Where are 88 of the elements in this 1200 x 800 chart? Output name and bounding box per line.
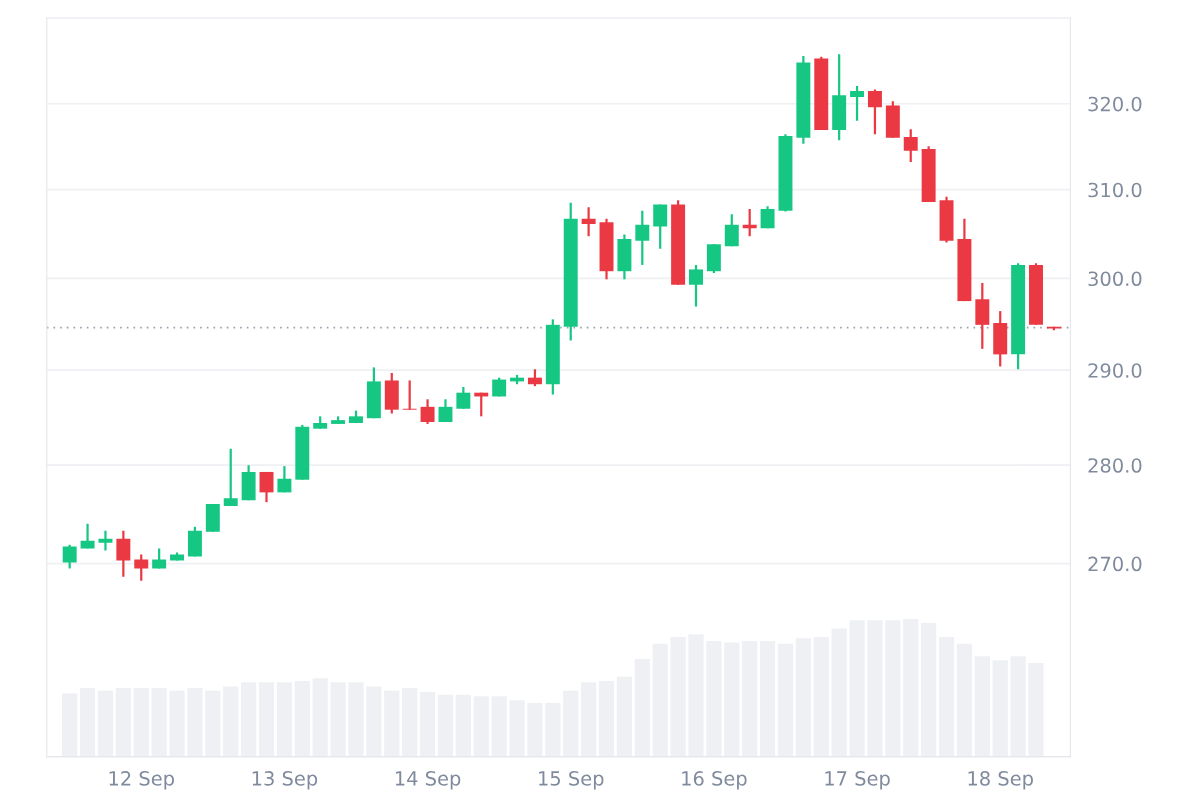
bar: [670, 636, 686, 757]
x-tick-label: 14 Sep: [395, 771, 461, 790]
candlestick: [867, 88, 882, 136]
bar: [724, 642, 740, 757]
bar: [402, 687, 418, 757]
y-tick-label: 300.0: [1088, 271, 1142, 287]
bar: [151, 687, 167, 757]
bar: [223, 686, 239, 757]
candlestick: [903, 128, 918, 163]
candlestick: [420, 398, 435, 426]
bar: [742, 641, 758, 757]
y-tick-label: 270.0: [1088, 556, 1142, 572]
bar: [992, 660, 1008, 757]
bar: [885, 620, 901, 757]
bar: [276, 682, 293, 757]
bar: [348, 682, 364, 757]
bar: [115, 687, 131, 757]
bar: [455, 694, 471, 757]
bar: [133, 687, 149, 757]
bar: [1010, 656, 1026, 757]
candlestick: [689, 263, 703, 308]
candlestick: [635, 209, 650, 267]
candlestick: [277, 465, 292, 494]
bar: [205, 690, 221, 757]
x-tick-label: 16 Sep: [682, 771, 747, 790]
bar: [688, 634, 704, 757]
bar: [97, 690, 114, 757]
bar: [974, 656, 990, 757]
x-tick-label: 18 Sep: [968, 771, 1033, 790]
y-tick-label: 320.0: [1088, 96, 1142, 112]
bar: [62, 693, 78, 757]
candlestick: [62, 543, 77, 570]
x-tick-label: 13 Sep: [252, 771, 318, 790]
candlestick: [581, 206, 596, 238]
x-tick-label: 17 Sep: [825, 771, 890, 790]
candlestick: [223, 447, 238, 508]
bar: [759, 641, 776, 757]
bar: [437, 694, 454, 757]
bar: [79, 687, 96, 757]
bar: [366, 686, 382, 757]
candlestick: [152, 547, 167, 570]
bar: [795, 638, 811, 757]
bar: [1028, 663, 1044, 757]
bar: [294, 680, 310, 757]
bar: [903, 618, 919, 757]
bar: [849, 620, 865, 757]
candlestick: [402, 379, 417, 411]
bar: [527, 703, 543, 757]
candlestick: [653, 203, 668, 250]
x-tick-label: 12 Sep: [109, 771, 174, 790]
y-tick-label: 310.0: [1088, 182, 1142, 198]
bar: [384, 690, 400, 757]
bar: [634, 658, 650, 757]
candlestick: [724, 213, 739, 248]
bar: [330, 682, 346, 757]
bar: [598, 680, 615, 757]
candlestick: [116, 529, 131, 578]
bar: [473, 696, 489, 757]
bar: [956, 643, 973, 757]
bar: [813, 636, 829, 757]
y-tick-label: 290.0: [1088, 363, 1142, 378]
x-tick-label: 15 Sep: [539, 771, 604, 790]
bar: [706, 641, 722, 757]
candlestick: [134, 553, 149, 582]
bar: [563, 690, 579, 757]
bar: [509, 700, 525, 757]
bar: [581, 682, 597, 757]
candlestick: [850, 84, 865, 122]
bar: [652, 643, 668, 757]
y-tick-label: 280.0: [1088, 458, 1142, 473]
bar: [831, 628, 847, 757]
candlestick: [259, 470, 274, 504]
bar: [419, 692, 436, 757]
bar: [169, 690, 185, 757]
bar: [938, 636, 955, 757]
bar: [187, 687, 203, 757]
bar: [545, 703, 561, 757]
bar: [867, 620, 883, 757]
bar: [241, 682, 257, 757]
bar: [258, 682, 275, 757]
bar: [777, 643, 794, 757]
bar: [491, 696, 507, 757]
bar: [921, 623, 937, 757]
candlestick: [98, 529, 113, 552]
candlestick: [456, 385, 471, 410]
bar: [312, 678, 328, 757]
bar: [616, 676, 633, 757]
candlestick: [80, 522, 95, 550]
